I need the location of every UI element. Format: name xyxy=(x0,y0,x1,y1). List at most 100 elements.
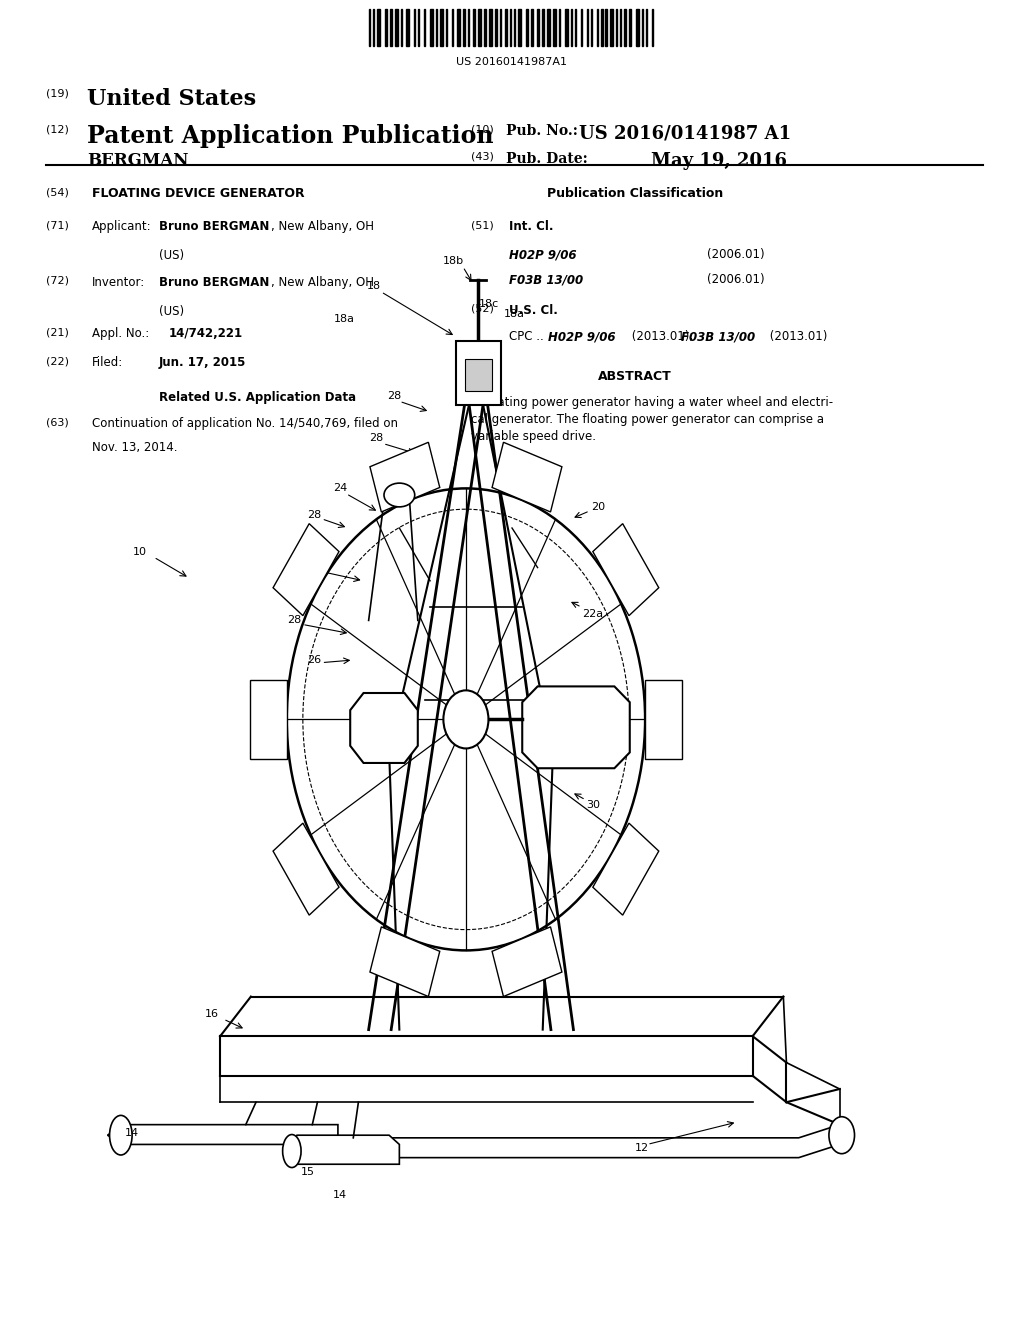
Bar xyxy=(542,9,545,46)
Bar xyxy=(477,9,480,46)
Polygon shape xyxy=(350,693,418,763)
Text: (2006.01): (2006.01) xyxy=(707,248,764,261)
Text: , New Albany, OH: , New Albany, OH xyxy=(271,276,375,289)
Text: (US): (US) xyxy=(159,305,184,318)
Text: US 2016/0141987 A1: US 2016/0141987 A1 xyxy=(579,124,791,143)
Text: US 20160141987A1: US 20160141987A1 xyxy=(457,57,567,67)
Text: Appl. No.:: Appl. No.: xyxy=(92,327,150,341)
Bar xyxy=(510,9,511,46)
Text: 28: 28 xyxy=(387,391,401,401)
Bar xyxy=(468,9,469,46)
Bar xyxy=(587,9,588,46)
Text: Jun. 17, 2015: Jun. 17, 2015 xyxy=(159,356,246,370)
Bar xyxy=(609,9,612,46)
Text: (22): (22) xyxy=(46,356,69,367)
Text: Publication Classification: Publication Classification xyxy=(547,187,723,201)
Text: Continuation of application No. 14/540,769, filed on: Continuation of application No. 14/540,7… xyxy=(92,417,398,430)
Ellipse shape xyxy=(828,1117,854,1154)
Text: (72): (72) xyxy=(46,276,69,286)
Bar xyxy=(430,9,432,46)
Polygon shape xyxy=(273,524,339,615)
Bar xyxy=(581,9,583,46)
Bar xyxy=(435,9,437,46)
Text: 14: 14 xyxy=(333,1189,347,1200)
Bar xyxy=(483,9,486,46)
Text: 28: 28 xyxy=(307,510,322,520)
Bar xyxy=(642,9,643,46)
Bar xyxy=(565,9,567,46)
Bar xyxy=(440,9,442,46)
Bar xyxy=(369,9,370,46)
Text: United States: United States xyxy=(87,88,256,111)
Text: 24: 24 xyxy=(333,483,347,494)
Text: (21): (21) xyxy=(46,327,69,338)
Bar xyxy=(559,9,560,46)
Text: Int. Cl.: Int. Cl. xyxy=(509,220,553,234)
Polygon shape xyxy=(522,686,630,768)
Bar xyxy=(458,9,460,46)
Bar xyxy=(629,9,632,46)
Bar xyxy=(505,9,507,46)
Bar xyxy=(514,9,515,46)
Bar xyxy=(377,9,380,46)
Bar xyxy=(445,9,447,46)
Bar xyxy=(390,9,392,46)
Text: 18c: 18c xyxy=(479,298,500,309)
Polygon shape xyxy=(593,824,658,915)
Text: (2006.01): (2006.01) xyxy=(707,273,764,286)
Bar xyxy=(373,9,375,46)
Polygon shape xyxy=(287,1135,399,1164)
Bar xyxy=(473,9,475,46)
Bar xyxy=(496,9,497,46)
Text: (54): (54) xyxy=(46,187,69,198)
Text: ABSTRACT: ABSTRACT xyxy=(598,370,672,383)
Text: H02P 9/06: H02P 9/06 xyxy=(548,330,615,343)
Text: (51): (51) xyxy=(471,220,494,231)
Text: Pub. No.:: Pub. No.: xyxy=(506,124,583,139)
Bar xyxy=(570,9,572,46)
Text: Related U.S. Application Data: Related U.S. Application Data xyxy=(159,391,356,404)
Text: Inventor:: Inventor: xyxy=(92,276,145,289)
Ellipse shape xyxy=(283,1134,301,1167)
Polygon shape xyxy=(250,680,287,759)
Ellipse shape xyxy=(110,1115,132,1155)
Bar xyxy=(605,9,607,46)
Bar xyxy=(636,9,639,46)
Text: 16: 16 xyxy=(205,1008,219,1019)
Text: A floating power generator having a water wheel and electri-
cal generator. The : A floating power generator having a wate… xyxy=(471,396,834,444)
Text: Applicant:: Applicant: xyxy=(92,220,152,234)
Text: (43): (43) xyxy=(471,152,494,162)
Ellipse shape xyxy=(384,483,415,507)
FancyBboxPatch shape xyxy=(456,341,501,405)
Bar xyxy=(553,9,556,46)
Text: (12): (12) xyxy=(46,124,69,135)
Text: (19): (19) xyxy=(46,88,69,99)
Polygon shape xyxy=(493,442,562,512)
Bar xyxy=(620,9,622,46)
Text: 15: 15 xyxy=(301,1167,315,1177)
Text: 22: 22 xyxy=(586,727,600,738)
Text: 28: 28 xyxy=(369,433,383,444)
Text: Bruno BERGMAN: Bruno BERGMAN xyxy=(159,276,269,289)
Polygon shape xyxy=(493,927,562,997)
Polygon shape xyxy=(370,927,439,997)
Text: (52): (52) xyxy=(471,304,494,314)
Bar xyxy=(601,9,602,46)
Text: 26: 26 xyxy=(307,655,322,665)
Bar xyxy=(615,9,616,46)
Text: (71): (71) xyxy=(46,220,69,231)
Bar xyxy=(418,9,420,46)
Text: BERGMAN: BERGMAN xyxy=(87,152,188,169)
Text: 10: 10 xyxy=(133,546,147,557)
Text: 18b: 18b xyxy=(442,256,464,267)
Polygon shape xyxy=(593,524,658,615)
Text: FLOATING DEVICE GENERATOR: FLOATING DEVICE GENERATOR xyxy=(92,187,305,201)
Text: (2013.01): (2013.01) xyxy=(766,330,827,343)
Bar xyxy=(597,9,598,46)
Bar xyxy=(518,9,521,46)
FancyBboxPatch shape xyxy=(465,359,492,391)
Text: 14/742,221: 14/742,221 xyxy=(169,327,243,341)
Bar xyxy=(500,9,501,46)
Text: , New Albany, OH: , New Albany, OH xyxy=(271,220,375,234)
Bar xyxy=(531,9,532,46)
